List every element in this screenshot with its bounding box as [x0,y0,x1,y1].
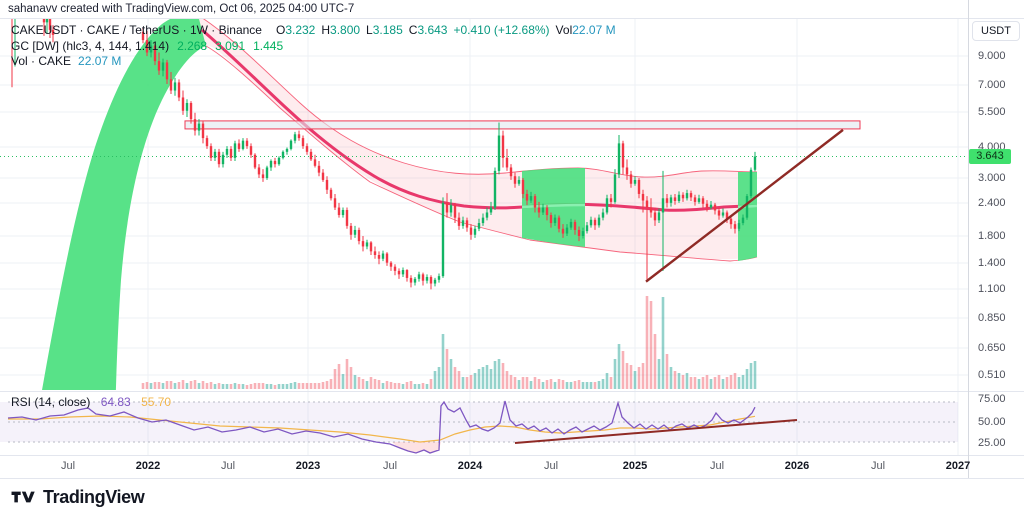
time-tick-label: 2022 [135,460,161,472]
volume-indicator-title: Vol · CAKE [11,54,72,68]
resistance-zone-rectangle[interactable] [184,120,861,130]
watermark-text: sahanavv created with TradingView.com, O… [8,3,355,15]
rsi-pane [0,400,958,454]
gaussian-channel-midline [201,28,758,212]
price-tick-label: 25.00 [978,437,1006,449]
open-value: 3.232 [285,23,316,37]
candles-layer [11,18,757,290]
time-tick-label: 2026 [784,460,810,472]
gaussian-channel-upper-border [201,18,758,178]
chart-bottom-divider [0,478,1024,479]
rsi-ma-value: 55.70 [141,395,172,409]
volume-indicator-row[interactable]: Vol · CAKE 22.07 M [11,54,616,70]
time-tick-label: Jul [870,460,886,472]
price-tick-label: 7.000 [978,79,1006,91]
price-tick-label: 1.400 [978,257,1006,269]
close-key: C [408,23,418,37]
price-tick-label: 1.800 [978,230,1006,242]
time-tick-label: 2025 [622,460,648,472]
legend: CAKEUSDT · CAKE / TetherUS · 1W · Binanc… [11,23,616,70]
time-tick-label: 2023 [295,460,321,472]
price-tick-label: 75.00 [978,393,1006,405]
open-key: O [275,23,286,37]
gc-indicator-title: GC [DW] (hlc3, 4, 144, 1.414) [11,38,170,53]
pane-divider[interactable] [0,391,1024,392]
price-tick-label: 0.650 [978,342,1006,354]
gaussian-channel-lower-border [205,45,758,262]
time-tick-label: Jul [60,460,76,472]
gc-lower-value: 1.445 [253,38,284,53]
rsi-oversold-fill [392,442,441,453]
time-tick-label: 2024 [457,460,483,472]
vol-value: 22.07 M [572,23,616,37]
high-value: 3.800 [330,23,361,37]
price-tick-label: 1.100 [978,283,1006,295]
currency-toggle-button[interactable]: USDT [972,21,1020,41]
time-axis[interactable]: Jul 2022 Jul 2023 Jul 2024 Jul 2025 Jul 2026 Jul 20… [0,455,971,478]
chart-canvas[interactable] [0,0,968,478]
tradingview-logo[interactable]: TradingView [10,486,145,508]
time-tick-label: 2027 [945,460,971,472]
rsi-background [0,401,958,443]
price-tick-label: 3.000 [978,172,1006,184]
price-tick-label: 0.850 [978,312,1006,324]
price-tick-label: 50.00 [978,416,1006,428]
rsi-value: 64.83 [100,395,131,409]
change-value: +0.410 (+12.68%) [453,23,550,37]
time-axis-divider [0,455,1024,456]
gaussian-channel-green-band [42,18,206,390]
time-tick-label: Jul [709,460,725,472]
tradingview-logo-text: TradingView [43,486,145,507]
volume-bars-layer [141,296,757,389]
symbol-legend-row[interactable]: CAKEUSDT · CAKE / TetherUS · 1W · Binanc… [11,23,616,39]
low-value: 3.185 [372,23,403,37]
rsi-title: RSI (14, close) [11,395,91,409]
high-key: H [321,23,331,37]
gc-upper-value: 3.091 [215,38,246,53]
gc-indicator-row[interactable]: GC [DW] (hlc3, 4, 144, 1.414) 2.268 3.09… [11,39,616,55]
price-tick-label: 5.500 [978,106,1006,118]
tradingview-logo-icon [11,491,35,503]
volume-indicator-value: 22.07 M [78,54,122,68]
gaussian-channel-green-midline-1 [521,203,586,209]
time-tick-label: Jul [220,460,236,472]
price-axis[interactable]: USDT 3.643 9.000 7.000 5.500 4.000 3.000 2.40… [969,0,1024,478]
symbol-title: CAKEUSDT · CAKE / TetherUS · 1W · Binanc… [11,23,262,37]
price-tick-label: 0.510 [978,369,1006,381]
overlay-drawings-layer[interactable] [0,128,968,283]
time-tick-label: Jul [382,460,398,472]
close-value: 3.643 [417,23,448,37]
gaussian-channel-pink-fill [198,18,757,260]
vol-key: Vol [555,23,573,37]
price-tick-label: 9.000 [978,50,1006,62]
gaussian-channel-green-segment-1 [522,168,585,247]
time-tick-label: Jul [543,460,559,472]
last-price-label: 3.643 [969,148,1011,164]
price-tick-label: 2.400 [978,197,1006,209]
pane-top-divider [0,18,1024,19]
rsi-lines [7,400,798,454]
price-axis-divider [968,0,969,478]
gc-mid-value: 2.268 [177,38,208,53]
rsi-indicator-row[interactable]: RSI (14, close) 64.83 55.70 [11,395,171,409]
low-key: L [366,23,373,37]
